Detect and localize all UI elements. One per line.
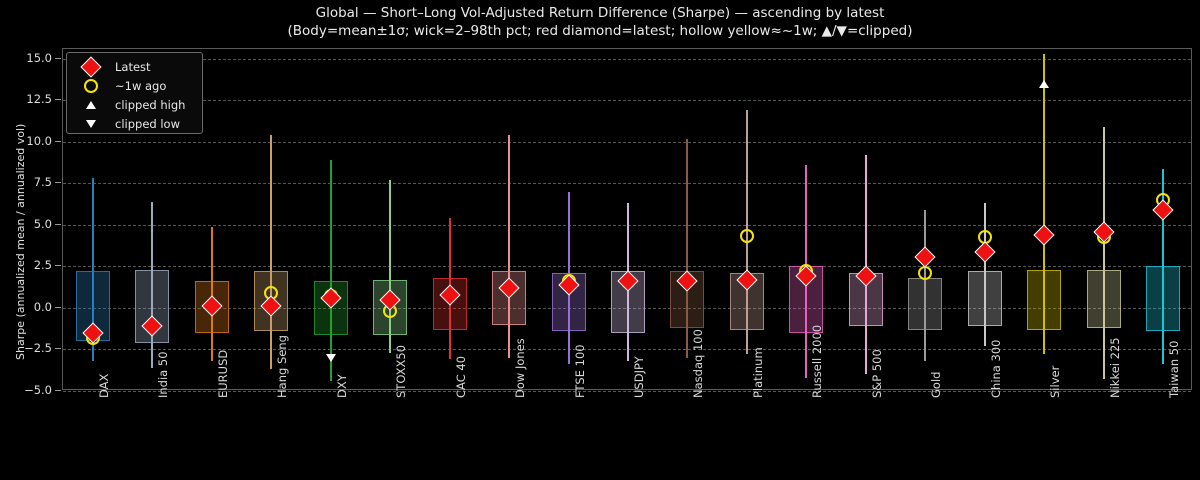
wick-line	[686, 138, 689, 358]
y-tick-mark	[55, 57, 61, 59]
y-axis-ticks: 15.0 12.5 10.0 7.5 5.0 2.5 0.0 −2.5 −5.0	[0, 48, 1200, 397]
y-tick-label: 15.0	[26, 50, 52, 65]
gridline	[63, 100, 1191, 102]
legend-item: clipped low	[67, 114, 202, 134]
wick-line	[1102, 127, 1105, 380]
legend-item: clipped high	[67, 95, 202, 115]
y-tick-mark	[55, 223, 61, 225]
red-diamond-icon	[80, 56, 102, 78]
box-body	[967, 271, 1002, 327]
one-week-ago-marker	[918, 266, 933, 281]
triangle-up-icon	[86, 101, 96, 109]
x-tick-label-dow-jones: Dow Jones	[513, 338, 528, 398]
x-tick-label-hang-seng: Hang Seng	[275, 335, 290, 398]
wick-line	[1162, 168, 1165, 365]
y-tick-mark	[55, 182, 61, 184]
y-tick-mark	[55, 348, 61, 350]
latest-marker	[914, 245, 936, 268]
latest-marker	[1033, 224, 1055, 246]
wick-line	[508, 135, 511, 358]
x-tick-label-cac-40: CAC 40	[453, 355, 468, 398]
y-tick-label: 12.5	[26, 92, 52, 107]
x-tick-label-s-p-500: S&P 500	[869, 349, 884, 398]
x-tick-label-platinum: Platinum	[750, 347, 765, 398]
wick-line	[389, 180, 392, 353]
y-tick-label: −5.0	[24, 383, 52, 397]
x-tick-label-india-50: India 50	[156, 351, 171, 398]
wick-line	[864, 155, 867, 375]
gridline	[63, 391, 1191, 392]
box-body	[908, 278, 943, 330]
y-tick-mark	[55, 265, 61, 267]
gridline	[63, 58, 1191, 60]
y-tick-label: 10.0	[26, 133, 52, 148]
gridline	[63, 141, 1191, 143]
box-body	[1146, 266, 1181, 332]
wick-line	[329, 160, 332, 382]
chart-legend: Latest ~1w ago clipped high clipped low	[66, 52, 203, 134]
y-tick-label: 5.0	[33, 216, 52, 231]
wick-line	[924, 210, 927, 362]
x-tick-label-eurusd: EURUSD	[215, 349, 230, 398]
legend-item: Latest	[67, 56, 202, 78]
yellow-circle-icon	[84, 79, 98, 93]
clipped-high-marker	[1039, 79, 1050, 88]
clipped-low-marker	[325, 353, 336, 362]
legend-item: ~1w ago	[67, 76, 202, 96]
x-tick-label-silver: Silver	[1048, 365, 1063, 398]
x-tick-label-taiwan-50: Taiwan 50	[1167, 340, 1182, 398]
plot-area	[62, 48, 1192, 392]
wick-line	[151, 201, 154, 368]
y-tick-mark	[55, 140, 61, 142]
y-tick-label: 2.5	[33, 258, 52, 273]
x-tick-label-nasdaq-100: Nasdaq 100	[691, 329, 706, 398]
x-tick-label-ftse-100: FTSE 100	[572, 344, 587, 398]
legend-label: ~1w ago	[115, 79, 167, 93]
y-tick-mark	[55, 306, 61, 308]
chart-title-line1: Global — Short–Long Vol-Adjusted Return …	[315, 5, 885, 21]
wick-line	[1043, 53, 1046, 355]
y-tick-label: 0.0	[33, 299, 52, 314]
latest-marker	[974, 240, 996, 263]
box-body	[1086, 269, 1121, 328]
box-body	[1027, 269, 1062, 330]
wick-line	[983, 203, 986, 347]
x-tick-label-dax: DAX	[96, 373, 111, 398]
x-tick-label-usdjpy: USDJPY	[632, 356, 646, 398]
wick-line	[270, 135, 273, 370]
gridline	[63, 183, 1191, 185]
one-week-ago-marker	[739, 228, 754, 243]
triangle-down-icon	[86, 120, 96, 128]
chart-title: Global — Short–Long Vol-Adjusted Return …	[0, 4, 1200, 40]
wick-line	[210, 226, 213, 362]
x-tick-label-gold: Gold	[929, 371, 944, 398]
chart-title-line2: (Body=mean±1σ; wick=2–98th pct; red diam…	[287, 23, 913, 39]
legend-label: clipped high	[115, 98, 186, 112]
y-tick-label: −2.5	[24, 341, 52, 356]
x-tick-label-china-300: China 300	[988, 339, 1003, 398]
y-tick-mark	[55, 390, 61, 391]
x-tick-label-stoxx50: STOXX50	[394, 344, 409, 398]
x-tick-label-nikkei-225: Nikkei 225	[1107, 337, 1122, 398]
wick-line	[91, 178, 94, 362]
x-tick-label-russell-2000: Russell 2000	[810, 324, 825, 398]
legend-label: clipped low	[115, 117, 180, 131]
x-tick-label-dxy: DXY	[334, 374, 349, 398]
y-tick-mark	[55, 99, 61, 101]
legend-label: Latest	[115, 60, 151, 74]
y-tick-label: 7.5	[33, 175, 52, 190]
